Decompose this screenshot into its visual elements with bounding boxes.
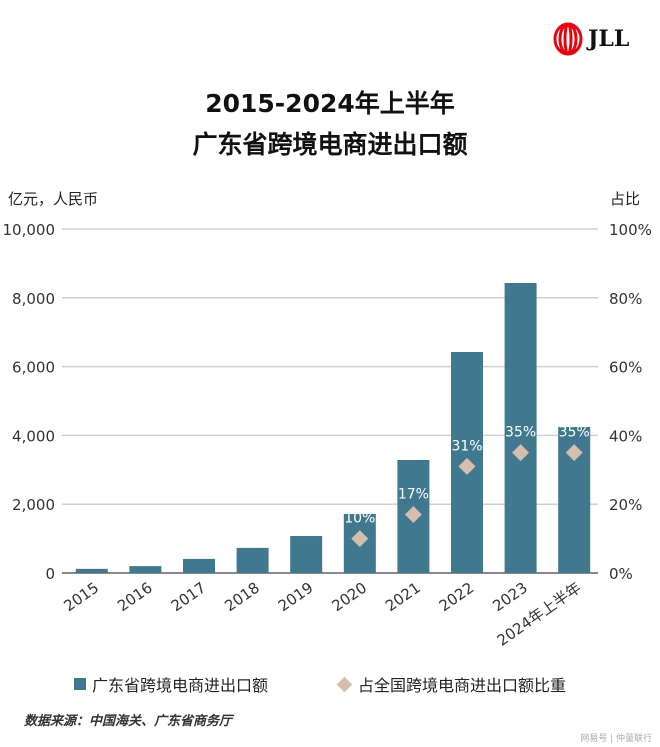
- x-tick-label: 2020: [328, 579, 370, 616]
- share-diamond-marker: [512, 444, 530, 462]
- share-data-label: 35%: [559, 425, 590, 441]
- y-tick-label-left: 2,000: [12, 496, 55, 514]
- y-tick-label-right: 20%: [609, 496, 642, 514]
- chart-title-line2: 广东省跨境电商进出口额: [192, 130, 468, 159]
- bar: [504, 283, 537, 573]
- bar: [75, 568, 108, 573]
- bar: [290, 536, 323, 573]
- y-tick-label-right: 0%: [609, 565, 633, 583]
- share-data-label: 10%: [344, 511, 375, 527]
- bar: [129, 566, 162, 573]
- chart-title-line1: 2015-2024年上半年: [205, 89, 455, 118]
- share-data-label: 17%: [398, 487, 429, 503]
- y-tick-label-left: 10,000: [3, 221, 56, 239]
- logo-text: JLL: [588, 26, 630, 52]
- x-tick-label: 2018: [221, 579, 263, 616]
- bar: [183, 558, 215, 573]
- share-diamond-marker: [565, 444, 583, 462]
- left-axis-label: 亿元，人民币: [8, 190, 99, 208]
- legend-diamond-icon: [336, 676, 353, 692]
- legend-item-diamond: 占全国跨境电商进出口额比重: [336, 672, 567, 696]
- x-tick-label: 2016: [114, 579, 156, 616]
- y-tick-label-left: 8,000: [12, 290, 55, 308]
- data-source: 数据来源：中国海关、广东省商务厅: [24, 714, 233, 729]
- y-tick-label-right: 40%: [609, 427, 642, 445]
- x-tick-label: 2019: [275, 579, 317, 616]
- legend-label: 广东省跨境电商进出口额: [92, 676, 269, 695]
- jll-logo: JLL: [553, 22, 629, 56]
- share-diamond-marker: [351, 530, 369, 548]
- x-tick-label: 2022: [436, 579, 478, 616]
- x-tick-label: 2021: [382, 579, 424, 616]
- y-tick-label-left: 4,000: [12, 427, 55, 445]
- y-tick-label-right: 60%: [609, 359, 642, 377]
- share-diamond-marker: [458, 457, 476, 475]
- y-tick-label-left: 0: [45, 565, 55, 583]
- legend-label: 占全国跨境电商进出口额比重: [358, 676, 567, 695]
- jll-logo-icon: [553, 22, 583, 56]
- x-tick-label: 2017: [168, 579, 210, 616]
- y-tick-label-left: 6,000: [12, 359, 55, 377]
- watermark: 网易号 | 仲量联行: [580, 734, 652, 744]
- legend-swatch-square-icon: [74, 678, 86, 690]
- x-tick-label: 2023: [489, 579, 531, 616]
- bar: [236, 547, 269, 573]
- y-tick-label-right: 80%: [609, 290, 642, 308]
- right-axis-label: 占比: [610, 190, 641, 208]
- y-tick-label-right: 100%: [609, 221, 652, 239]
- x-tick-label: 2015: [60, 579, 102, 616]
- legend-item-bar: 广东省跨境电商进出口额: [74, 672, 268, 696]
- share-data-label: 31%: [451, 438, 482, 454]
- share-data-label: 35%: [505, 425, 536, 441]
- plot-area: 0 0% 2,000 20% 4,000 40% 6,000 60% 8,000 80% 10,00…: [3, 221, 652, 650]
